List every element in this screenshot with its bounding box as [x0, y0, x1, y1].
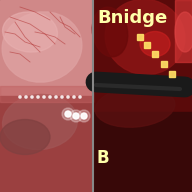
Ellipse shape [175, 12, 192, 52]
Bar [0, 86, 93, 102]
Circle shape [31, 96, 33, 98]
Bar [94, 112, 192, 192]
Circle shape [73, 113, 79, 119]
Ellipse shape [140, 31, 170, 56]
Circle shape [62, 108, 74, 120]
Bar [94, 0, 192, 192]
Circle shape [37, 96, 39, 98]
Ellipse shape [2, 12, 57, 52]
Bar [0, 0, 93, 96]
Text: Bnidge: Bnidge [97, 9, 167, 27]
Circle shape [49, 96, 51, 98]
Bar [175, 0, 192, 62]
Circle shape [81, 113, 87, 119]
Circle shape [19, 96, 21, 98]
Ellipse shape [105, 0, 185, 75]
Circle shape [61, 96, 63, 98]
Ellipse shape [2, 12, 82, 82]
Ellipse shape [0, 119, 50, 155]
Circle shape [70, 110, 82, 122]
Ellipse shape [2, 94, 77, 150]
Circle shape [43, 96, 45, 98]
Circle shape [73, 96, 75, 98]
Text: B: B [97, 149, 110, 167]
Circle shape [65, 111, 71, 117]
Circle shape [25, 96, 27, 98]
Circle shape [67, 96, 69, 98]
Circle shape [55, 96, 57, 98]
Ellipse shape [92, 7, 128, 57]
Circle shape [78, 110, 90, 122]
Circle shape [79, 96, 81, 98]
Bar [0, 96, 93, 192]
Ellipse shape [95, 87, 175, 127]
